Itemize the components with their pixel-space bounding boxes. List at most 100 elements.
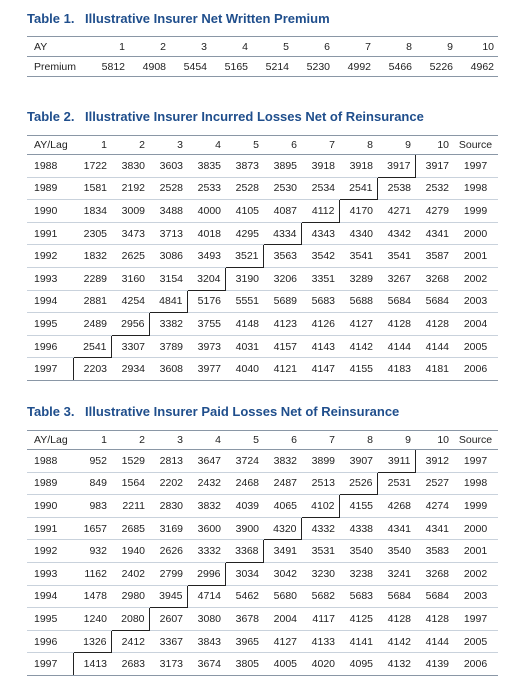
source-year: 2000 bbox=[453, 222, 498, 246]
loss-value-cell: 1832 bbox=[73, 244, 111, 268]
accident-year: 1997 bbox=[27, 357, 73, 381]
incurred-losses-table: AY/Lag 1 2 3 4 5 6 7 8 9 10 Source 1988 1722 3830 3603… bbox=[27, 135, 498, 381]
loss-value-cell: 3541 bbox=[339, 244, 377, 268]
loss-value-cell: 4128 bbox=[377, 312, 415, 336]
table-row: 1996 2541 3307 3789 3973 4031 4157 4143 4142 4144… bbox=[27, 335, 498, 359]
loss-value-cell: 3977 bbox=[187, 357, 225, 381]
loss-value-cell: 3190 bbox=[224, 267, 263, 291]
source-year: 2004 bbox=[453, 312, 498, 336]
column-header: 6 bbox=[263, 135, 301, 155]
loss-value-cell: 5682 bbox=[301, 585, 339, 609]
loss-value-cell: 1240 bbox=[73, 607, 111, 631]
loss-value-cell: 4143 bbox=[301, 335, 339, 359]
source-year: 2000 bbox=[453, 517, 498, 541]
premium-cell: 5454 bbox=[170, 56, 211, 77]
loss-value-cell: 3488 bbox=[149, 199, 187, 223]
loss-value-cell: 4102 bbox=[301, 494, 339, 518]
loss-value-cell: 4005 bbox=[263, 652, 301, 676]
loss-value-cell: 5462 bbox=[225, 585, 263, 609]
loss-value-cell: 3382 bbox=[148, 312, 187, 336]
loss-value-cell: 4123 bbox=[263, 312, 301, 336]
loss-value-cell: 3805 bbox=[225, 652, 263, 676]
column-header: 7 bbox=[334, 36, 375, 57]
table-row: 1988 1722 3830 3603 3835 3873 3895 3918 3918 3917… bbox=[27, 154, 498, 178]
accident-year: 1996 bbox=[27, 335, 73, 359]
loss-value-cell: 3289 bbox=[339, 267, 377, 291]
loss-value-cell: 3899 bbox=[301, 449, 339, 473]
loss-value-cell: 5683 bbox=[301, 290, 339, 314]
loss-value-cell: 2956 bbox=[111, 312, 149, 336]
loss-value-cell: 4841 bbox=[149, 290, 187, 314]
loss-value-cell: 3608 bbox=[149, 357, 187, 381]
loss-value-cell: 4117 bbox=[301, 607, 339, 631]
table-row: 1990 983 2211 2830 3832 4039 4065 4102 4155 4268 4… bbox=[27, 494, 498, 518]
column-header: 8 bbox=[339, 135, 377, 155]
column-header: 10 bbox=[415, 430, 453, 450]
premium-table: AY 1 2 3 4 5 6 7 8 9 10 Premium 5812 4908 5454 5165 521… bbox=[27, 36, 498, 77]
loss-value-cell: 3491 bbox=[262, 539, 301, 563]
loss-value-cell: 2934 bbox=[111, 357, 149, 381]
loss-value-cell: 2530 bbox=[263, 177, 301, 201]
row-label-premium: Premium bbox=[27, 56, 88, 77]
accident-year: 1991 bbox=[27, 517, 73, 541]
loss-value-cell: 4142 bbox=[339, 335, 377, 359]
accident-year: 1991 bbox=[27, 222, 73, 246]
table-row: 1994 1478 2980 3945 4714 5462 5680 5682 5683 5684… bbox=[27, 585, 498, 609]
loss-value-cell: 3351 bbox=[301, 267, 339, 291]
loss-value-cell: 4133 bbox=[301, 630, 339, 654]
loss-value-cell: 2526 bbox=[339, 472, 377, 496]
source-year: 1999 bbox=[453, 494, 498, 518]
source-year: 2002 bbox=[453, 562, 498, 586]
loss-value-cell: 1564 bbox=[111, 472, 149, 496]
loss-value-cell: 4144 bbox=[377, 335, 415, 359]
accident-year: 1993 bbox=[27, 267, 73, 291]
loss-value-cell: 4320 bbox=[263, 517, 301, 541]
accident-year: 1989 bbox=[27, 177, 73, 201]
table-row: 1993 2289 3160 3154 3204 3190 3206 3351 3289 3267… bbox=[27, 267, 498, 291]
loss-value-cell: 4139 bbox=[415, 652, 453, 676]
loss-value-cell: 983 bbox=[73, 494, 111, 518]
loss-value-cell: 2532 bbox=[415, 177, 453, 201]
loss-value-cell: 3267 bbox=[377, 267, 415, 291]
loss-value-cell: 4341 bbox=[377, 517, 415, 541]
source-year: 2003 bbox=[453, 290, 498, 314]
loss-value-cell: 3713 bbox=[149, 222, 187, 246]
loss-value-cell: 3160 bbox=[111, 267, 149, 291]
loss-value-cell: 2202 bbox=[149, 472, 187, 496]
column-header: 3 bbox=[170, 36, 211, 57]
column-header: 4 bbox=[211, 36, 252, 57]
premium-cell: 5165 bbox=[211, 56, 252, 77]
table2-header-row: AY/Lag 1 2 3 4 5 6 7 8 9 10 Source bbox=[27, 135, 498, 155]
loss-value-cell: 3912 bbox=[414, 449, 453, 473]
loss-value-cell: 3540 bbox=[377, 539, 415, 563]
table1-title-text: Illustrative Insurer Net Written Premium bbox=[85, 11, 330, 26]
loss-value-cell: 4000 bbox=[187, 199, 225, 223]
column-header: 8 bbox=[339, 430, 377, 450]
table1-header-row: AY 1 2 3 4 5 6 7 8 9 10 bbox=[27, 36, 498, 57]
accident-year: 1992 bbox=[27, 539, 73, 563]
loss-value-cell: 4341 bbox=[415, 222, 453, 246]
loss-value-cell: 4126 bbox=[301, 312, 339, 336]
loss-value-cell: 4155 bbox=[339, 357, 377, 381]
table-row: 1989 849 1564 2202 2432 2468 2487 2513 2526 2531 2… bbox=[27, 472, 498, 496]
loss-value-cell: 2412 bbox=[110, 630, 149, 654]
loss-value-cell: 4142 bbox=[377, 630, 415, 654]
table-row: 1995 1240 2080 2607 3080 3678 2004 4117 4125 4128… bbox=[27, 607, 498, 631]
loss-value-cell: 3843 bbox=[187, 630, 225, 654]
column-header: 7 bbox=[301, 135, 339, 155]
table1-title: Table 1. Illustrative Insurer Net Written… bbox=[27, 11, 330, 26]
loss-value-cell: 3830 bbox=[111, 154, 149, 178]
source-year: 2002 bbox=[453, 267, 498, 291]
loss-value-cell: 3918 bbox=[339, 154, 377, 178]
loss-value-cell: 4279 bbox=[415, 199, 453, 223]
loss-value-cell: 4334 bbox=[263, 222, 301, 246]
loss-value-cell: 4144 bbox=[415, 630, 453, 654]
loss-value-cell: 4342 bbox=[377, 222, 415, 246]
loss-value-cell: 4087 bbox=[263, 199, 301, 223]
loss-value-cell: 4031 bbox=[225, 335, 263, 359]
loss-value-cell: 3169 bbox=[149, 517, 187, 541]
loss-value-cell: 3531 bbox=[301, 539, 339, 563]
column-header-source: Source bbox=[453, 430, 498, 450]
loss-value-cell: 4132 bbox=[377, 652, 415, 676]
column-header: 10 bbox=[457, 36, 498, 57]
